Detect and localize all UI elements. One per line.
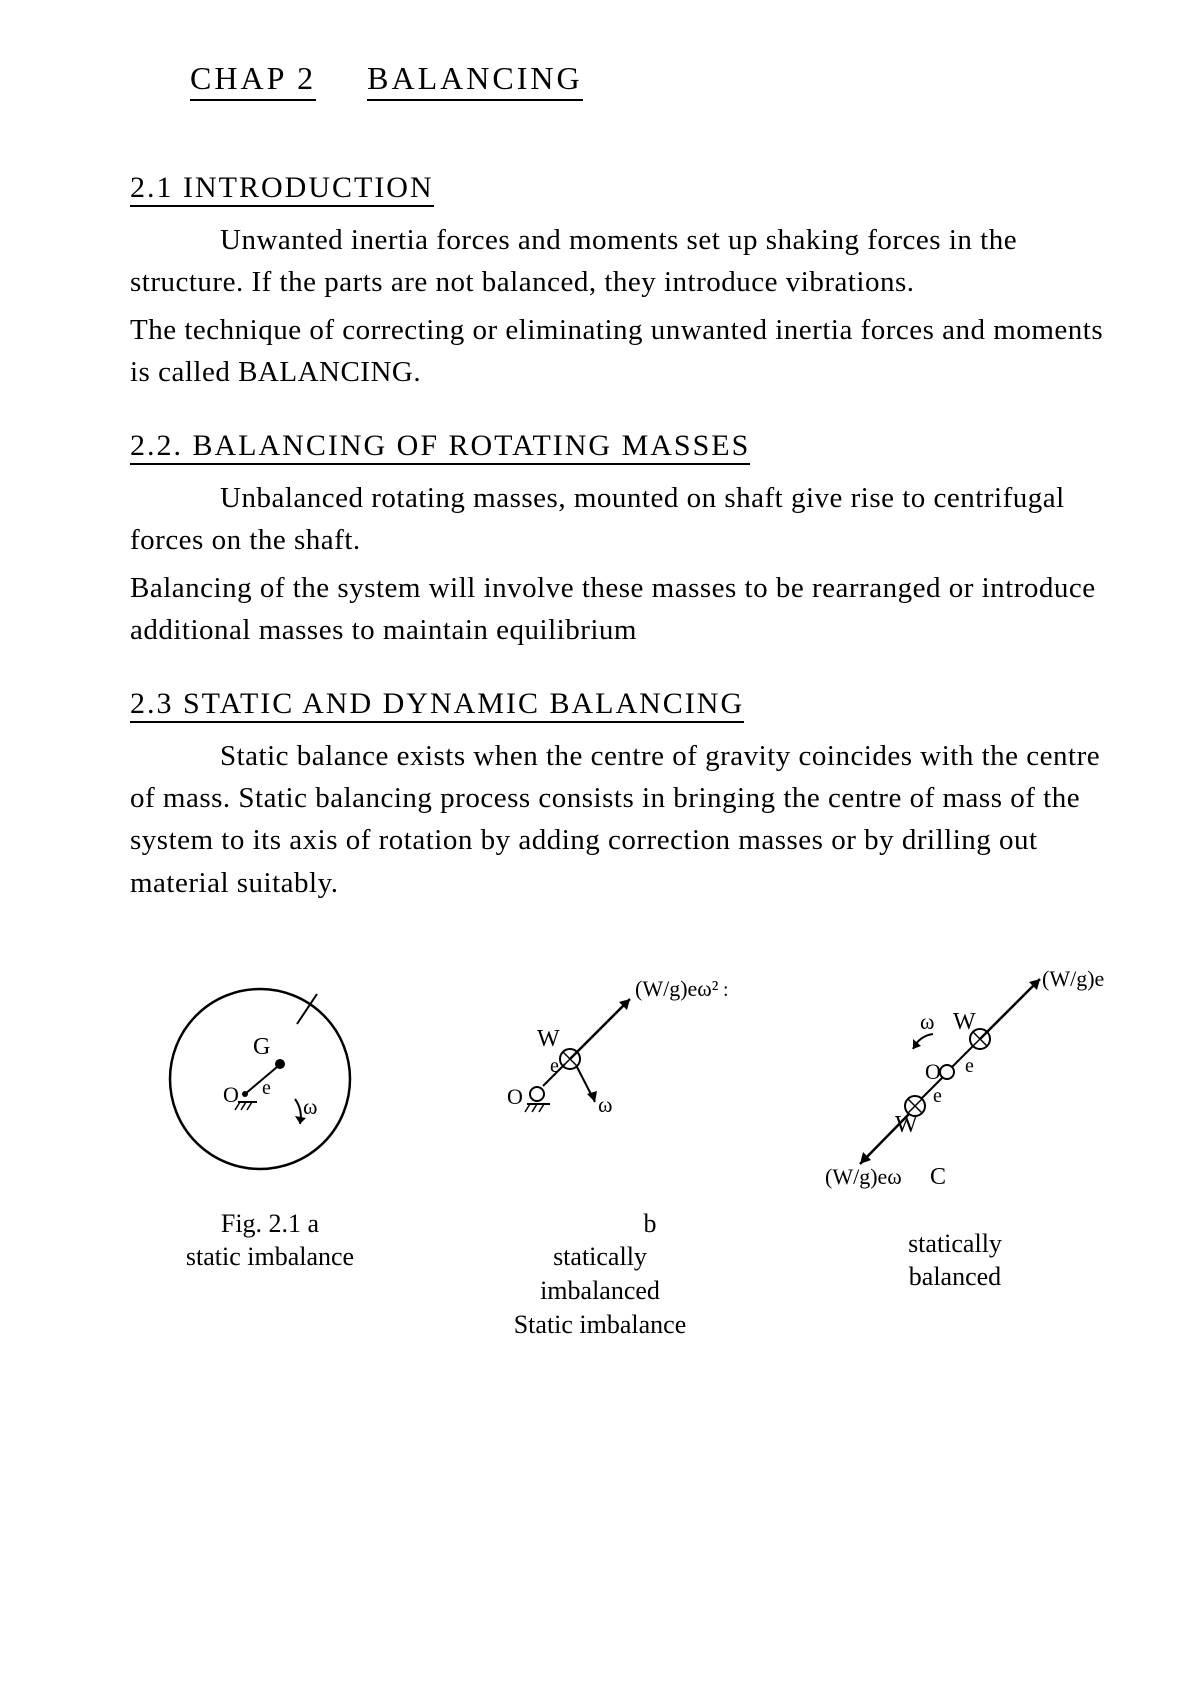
label-force: (W/g)eω² bbox=[635, 976, 719, 1001]
paragraph: Static balance exists when the centre of… bbox=[130, 735, 1120, 903]
caption-line: statically bbox=[908, 1229, 1002, 1258]
paragraph: Unbalanced rotating masses, mounted on s… bbox=[130, 477, 1120, 561]
figure-a-svg: O G e ω bbox=[145, 954, 395, 1194]
label-omega: ω bbox=[598, 1092, 612, 1117]
label-force-up: (W/g)eω² bbox=[1042, 966, 1105, 991]
figure-c: (W/g)eω² W ω O e e bbox=[805, 954, 1105, 1295]
paragraph: Unwanted inertia forces and moments set … bbox=[130, 219, 1120, 303]
label-force-down: (W/g)eω bbox=[825, 1164, 902, 1189]
section-heading: 2.1 INTRODUCTION bbox=[130, 171, 434, 207]
label-C: C bbox=[930, 1164, 946, 1190]
section-static-dynamic: 2.3 STATIC AND DYNAMIC BALANCING Static … bbox=[130, 657, 1120, 903]
caption-line: Static imbalance bbox=[514, 1310, 687, 1339]
figure-caption: Fig. 2.1 a static imbalance bbox=[145, 1207, 395, 1275]
chapter-number: CHAP 2 bbox=[190, 60, 316, 101]
chapter-title: BALANCING bbox=[367, 60, 582, 101]
label-G: G bbox=[253, 1034, 270, 1060]
section-heading: 2.3 STATIC AND DYNAMIC BALANCING bbox=[130, 687, 744, 723]
caption-line: b bbox=[644, 1209, 657, 1238]
label-e: e bbox=[965, 1055, 974, 1077]
caption-line: imbalanced bbox=[540, 1276, 660, 1305]
label-O: O bbox=[507, 1084, 523, 1109]
figure-caption: statically balanced bbox=[805, 1227, 1105, 1295]
figure-c-svg: (W/g)eω² W ω O e e bbox=[805, 954, 1105, 1214]
figure-caption: b statically imbalanced Static imbalance bbox=[455, 1207, 745, 1342]
label-O: O bbox=[223, 1082, 239, 1107]
figure-a: O G e ω Fig. 2.1 a s bbox=[145, 954, 395, 1275]
caption-line: Fig. 2.1 a bbox=[221, 1209, 319, 1238]
label-W: W bbox=[537, 1026, 560, 1052]
label-omega: ω bbox=[303, 1094, 317, 1119]
caption-line: balanced bbox=[909, 1262, 1001, 1291]
caption-line: statically bbox=[553, 1242, 647, 1271]
label-e: e bbox=[262, 1077, 271, 1099]
paragraph: Balancing of the system will involve the… bbox=[130, 567, 1120, 651]
caption-line: static imbalance bbox=[186, 1242, 354, 1271]
label-omega: ω bbox=[920, 1009, 934, 1034]
figure-b: (W/g)eω² : W e O ω bbox=[455, 954, 745, 1342]
label-e2: e bbox=[933, 1085, 942, 1107]
figure-b-svg: (W/g)eω² : W e O ω bbox=[455, 954, 745, 1194]
handwritten-notes-page: CHAP 2 BALANCING 2.1 INTRODUCTION Unwant… bbox=[0, 0, 1200, 1382]
section-heading: 2.2. BALANCING OF ROTATING MASSES bbox=[130, 429, 750, 465]
label-e: e bbox=[550, 1055, 559, 1077]
label-W: W bbox=[953, 1009, 976, 1035]
figure-row: O G e ω Fig. 2.1 a s bbox=[130, 954, 1120, 1342]
chapter-header: CHAP 2 BALANCING bbox=[190, 60, 1120, 101]
paragraph: The technique of correcting or eliminati… bbox=[130, 309, 1120, 393]
label-colon: : bbox=[723, 979, 729, 1001]
section-introduction: 2.1 INTRODUCTION Unwanted inertia forces… bbox=[130, 141, 1120, 393]
section-rotating-masses: 2.2. BALANCING OF ROTATING MASSES Unbala… bbox=[130, 399, 1120, 651]
